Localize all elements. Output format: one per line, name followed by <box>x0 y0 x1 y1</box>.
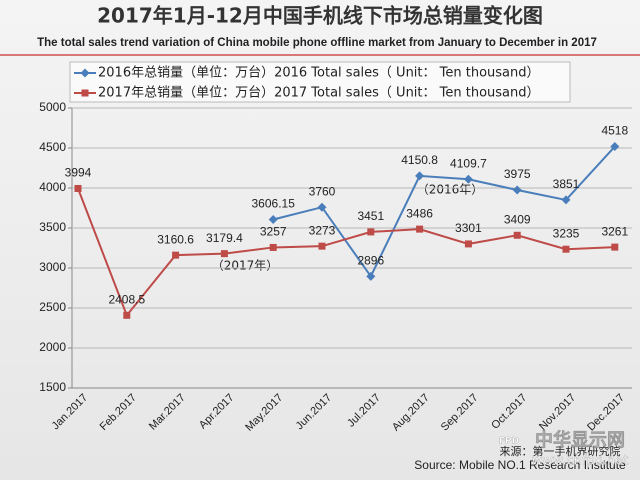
point <box>562 245 570 253</box>
legend-label: 2016年总销量（单位：万台）2016 Total sales（ Unit： T… <box>98 66 540 81</box>
data-label: 4518 <box>601 124 628 138</box>
series-line <box>272 145 616 279</box>
point <box>610 142 620 152</box>
point <box>74 184 82 192</box>
watermark: FPD <box>499 437 519 447</box>
point <box>464 240 472 248</box>
legend-label: 2017年总销量（单位：万台）2017 Total sales（ Unit： T… <box>98 86 540 101</box>
point <box>172 251 180 259</box>
point <box>268 215 278 225</box>
point <box>513 231 521 239</box>
point <box>367 228 375 236</box>
data-label: 3301 <box>455 221 482 235</box>
data-label: 3606.15 <box>252 197 296 211</box>
data-label: 3235 <box>553 226 580 240</box>
data-label: 2408.5 <box>108 292 145 306</box>
chart-title: 2017年1月-12月中国手机线下市场总销量变化图 <box>97 4 543 28</box>
data-label: 4109.7 <box>450 156 487 170</box>
source: Source: Mobile NO.1 Research Institute <box>414 458 626 472</box>
data-label: 3261 <box>601 224 628 238</box>
point <box>220 250 228 258</box>
point <box>269 243 277 251</box>
chart-subtitle: The total sales trend variation of China… <box>37 37 597 49</box>
watermark: www.cnfpd.net <box>532 454 629 469</box>
data-label: 3486 <box>406 206 433 220</box>
watermark: 中华显示网 <box>535 429 625 451</box>
source: 来源：第一手机界研究院 <box>500 444 621 458</box>
annotation: （2016年） <box>417 183 484 197</box>
y-tick-label: 2000 <box>39 340 66 354</box>
data-label: 4150.8 <box>401 153 438 167</box>
point <box>611 243 619 251</box>
y-tick-label: 2500 <box>39 300 66 314</box>
y-tick-label: 1500 <box>39 380 66 394</box>
y-tick-label: 5000 <box>39 100 66 114</box>
point <box>512 185 522 195</box>
point <box>81 89 89 97</box>
y-tick-label: 3500 <box>39 220 66 234</box>
annotation: （2017年） <box>212 259 279 273</box>
point <box>561 195 571 205</box>
data-label: 3409 <box>504 212 531 226</box>
data-label: 3179.4 <box>206 231 243 245</box>
data-label: 3451 <box>357 209 384 223</box>
y-tick-label: 3000 <box>39 260 66 274</box>
point <box>366 271 376 281</box>
data-label: 3975 <box>504 167 531 181</box>
series-line <box>77 188 615 318</box>
data-label: 3257 <box>260 225 287 239</box>
point <box>317 202 327 212</box>
legend-box <box>69 61 571 103</box>
point <box>318 242 326 250</box>
point <box>463 174 473 184</box>
point <box>123 311 131 319</box>
y-tick-label: 4000 <box>39 180 66 194</box>
data-label: 3760 <box>309 184 336 198</box>
data-label: 3160.6 <box>157 232 194 246</box>
point <box>416 225 424 233</box>
y-tick-label: 4500 <box>39 140 66 154</box>
point <box>415 171 425 181</box>
point <box>80 68 90 78</box>
data-label: 3994 <box>65 166 92 180</box>
data-label: 2896 <box>357 253 384 267</box>
data-label: 3273 <box>309 223 336 237</box>
data-label: 3851 <box>553 177 580 191</box>
